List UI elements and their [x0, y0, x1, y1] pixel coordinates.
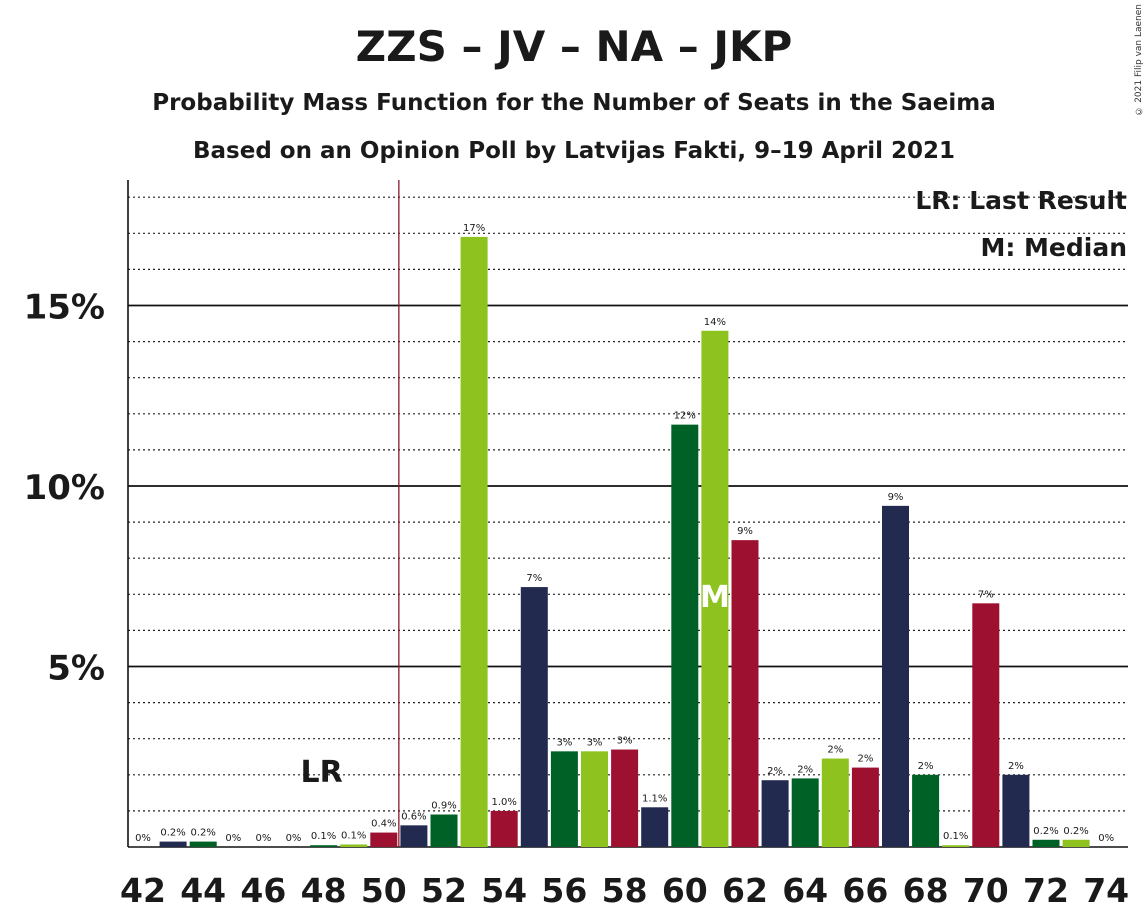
bar-seat-55	[520, 587, 548, 847]
bar-seat-69	[942, 845, 970, 847]
median-label: M	[700, 580, 730, 615]
last-result-label: LR	[300, 755, 342, 790]
bar-value-label: 3%	[587, 737, 603, 748]
chart-subtitle-2: Based on an Opinion Poll by Latvijas Fak…	[193, 138, 955, 164]
x-tick-label: 60	[662, 871, 708, 910]
x-tick-label: 70	[963, 871, 1009, 910]
bar-seat-72	[1032, 839, 1060, 847]
x-tick-label: 72	[1023, 871, 1069, 910]
bar-value-label: 0.1%	[943, 831, 968, 842]
bar-value-label: 3%	[556, 737, 572, 748]
bar-seat-73	[1062, 839, 1090, 847]
legend-median: M: Median	[980, 233, 1127, 262]
x-tick-label: 64	[782, 871, 828, 910]
bar-value-label: 2%	[1008, 761, 1024, 772]
y-tick-label: 10%	[24, 468, 105, 508]
bar-seat-49	[340, 844, 368, 847]
bar-value-label: 9%	[737, 526, 753, 537]
x-tick-label: 74	[1083, 871, 1129, 910]
bar-value-label: 0%	[1098, 833, 1114, 844]
x-tick-label: 50	[361, 871, 407, 910]
bar-value-label: 0.2%	[160, 828, 185, 839]
bar-value-label: 2%	[767, 766, 783, 777]
x-tick-label: 48	[301, 871, 347, 910]
bar-value-label: 12%	[674, 411, 696, 422]
bar-value-label: 14%	[704, 317, 726, 328]
bar-value-label: 9%	[888, 492, 904, 503]
x-tick-label: 62	[722, 871, 768, 910]
bar-seat-70	[972, 603, 1000, 847]
bar-seat-64	[791, 778, 819, 847]
bar-value-label: 2%	[918, 761, 934, 772]
bar-value-label: 0.1%	[311, 831, 336, 842]
bar-value-label: 2%	[797, 764, 813, 775]
bar-value-label: 0.4%	[371, 819, 396, 830]
bar-seat-52	[430, 814, 458, 847]
bar-value-label: 3%	[617, 736, 633, 747]
bar-seat-61	[701, 330, 729, 847]
bar-seat-51	[400, 825, 428, 847]
x-tick-label: 44	[180, 871, 226, 910]
bar-seat-67	[882, 505, 909, 847]
x-tick-label: 56	[541, 871, 587, 910]
bar-seat-71	[1002, 774, 1030, 847]
bar-value-label: 2%	[827, 745, 843, 756]
bar-seat-54	[490, 810, 518, 847]
legend-last-result: LR: Last Result	[915, 186, 1127, 215]
bar-seat-68	[912, 774, 940, 847]
x-tick-label: 54	[481, 871, 527, 910]
bar-value-label: 0.1%	[341, 830, 366, 841]
bar-value-label: 0.2%	[1033, 826, 1058, 837]
x-tick-label: 52	[421, 871, 467, 910]
bar-seat-53	[460, 236, 488, 847]
bar-seat-50	[370, 832, 398, 847]
bar-value-label: 0%	[135, 833, 151, 844]
bar-seat-43	[159, 841, 187, 847]
bar-seat-58	[611, 749, 639, 847]
bar-seat-65	[821, 758, 849, 847]
bar-value-label: 0.2%	[1063, 826, 1088, 837]
x-tick-label: 66	[842, 871, 888, 910]
bar-value-label: 7%	[526, 573, 542, 584]
y-tick-label: 15%	[24, 288, 105, 328]
bar-seat-44	[189, 841, 217, 847]
bar-seat-62	[731, 540, 759, 847]
bar-seat-60	[671, 424, 699, 847]
bar-value-label: 2%	[857, 754, 873, 765]
bar-value-label: 1.1%	[642, 793, 667, 804]
bar-value-label: 0%	[225, 833, 241, 844]
x-tick-label: 58	[602, 871, 648, 910]
x-tick-label: 68	[903, 871, 949, 910]
y-tick-label: 5%	[47, 649, 105, 689]
bar-value-label: 0%	[286, 833, 302, 844]
bar-value-label: 1.0%	[491, 797, 516, 808]
bar-value-label: 0.6%	[401, 811, 426, 822]
bar-seat-63	[761, 780, 789, 847]
bar-seat-66	[851, 767, 879, 847]
bar-value-label: 0.9%	[431, 801, 456, 812]
bar-seat-59	[641, 807, 669, 847]
bar-seat-48	[310, 845, 338, 847]
bar-value-label: 7%	[978, 589, 994, 600]
chart-title: ZZS – JV – NA – JKP	[355, 22, 793, 71]
x-tick-label: 42	[120, 871, 166, 910]
bar-value-label: 17%	[463, 223, 485, 234]
bar-value-label: 0.2%	[190, 828, 215, 839]
bar-value-label: 0%	[255, 833, 271, 844]
bar-seat-56	[550, 751, 578, 847]
bar-seat-57	[581, 751, 608, 847]
x-tick-label: 46	[240, 871, 286, 910]
chart-subtitle: Probability Mass Function for the Number…	[152, 90, 996, 116]
